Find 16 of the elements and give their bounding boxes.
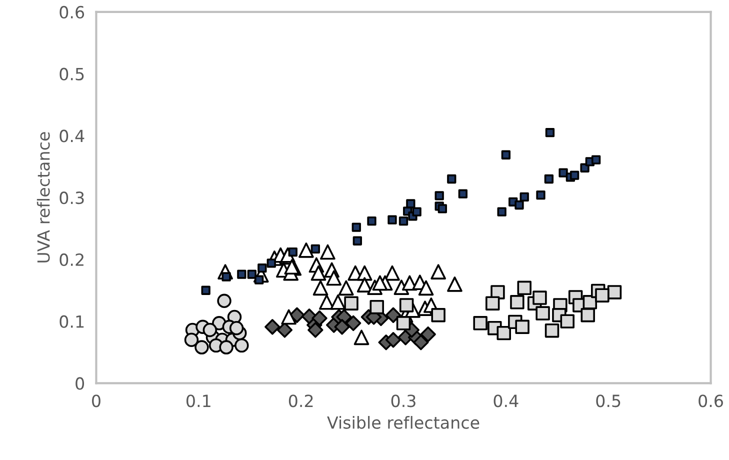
y-tick-label: 0.1 xyxy=(60,315,84,328)
x-tick-label: 0.1 xyxy=(186,394,210,408)
x-tick-label: 0.6 xyxy=(698,394,723,408)
x-axis-title: Visible reflectance xyxy=(327,416,480,429)
y-tick-label: 0.2 xyxy=(60,253,84,266)
x-tick-label: 0.3 xyxy=(391,394,416,408)
y-tick-label: 0.6 xyxy=(60,6,84,19)
y-tick-label: 0.4 xyxy=(60,130,84,142)
y-tick-label: 0.3 xyxy=(60,192,84,204)
y-tick-label: 0.5 xyxy=(60,68,84,80)
y-tick-label: 0 xyxy=(76,377,84,390)
x-tick-label: 0.5 xyxy=(596,394,620,408)
x-tick-label: 0.4 xyxy=(494,394,518,408)
x-tick-label: 0 xyxy=(92,394,100,408)
y-axis-title: UVA reflectance xyxy=(36,132,50,262)
x-tick-label: 0.2 xyxy=(288,394,313,408)
